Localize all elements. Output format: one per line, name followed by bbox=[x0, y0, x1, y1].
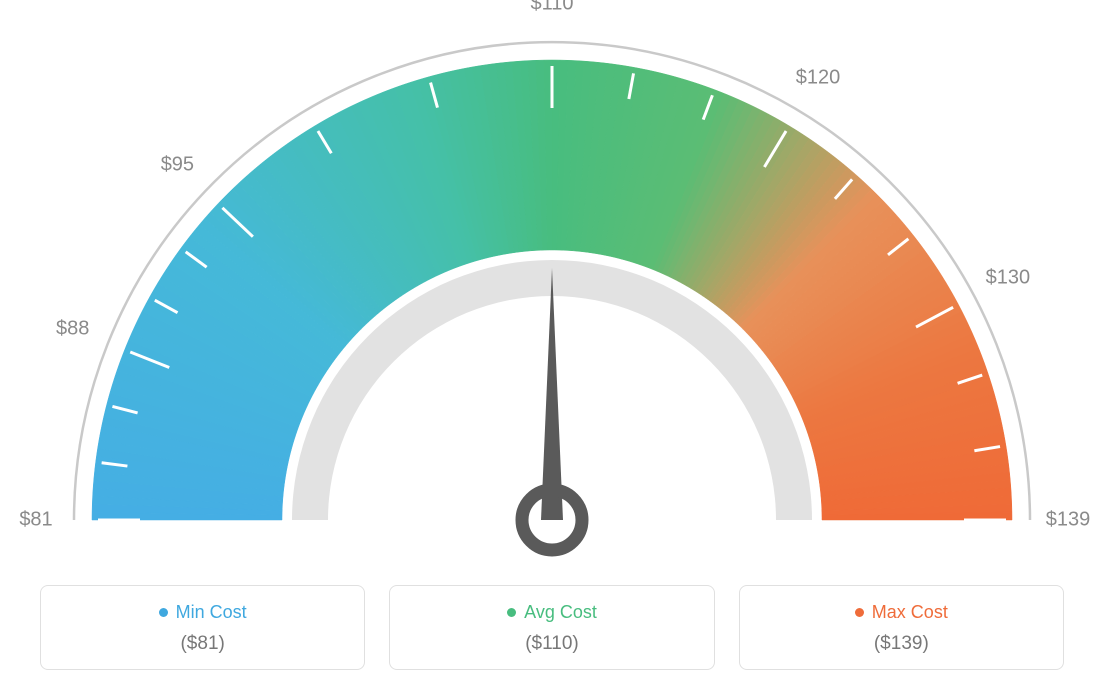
min-cost-value: ($81) bbox=[41, 633, 364, 655]
summary-cards: Min Cost ($81) Avg Cost ($110) Max Cost … bbox=[0, 585, 1104, 670]
avg-cost-title: Avg Cost bbox=[507, 602, 597, 623]
avg-cost-card: Avg Cost ($110) bbox=[389, 585, 714, 670]
gauge-chart: $81 $88 $95 $110 $120 $130 $139 bbox=[0, 0, 1104, 570]
gauge-tick-label: $81 bbox=[19, 509, 52, 532]
gauge-tick-label: $88 bbox=[56, 318, 89, 341]
max-cost-card: Max Cost ($139) bbox=[739, 585, 1064, 670]
avg-dot-icon bbox=[507, 608, 516, 617]
gauge-tick-label: $110 bbox=[530, 0, 573, 16]
min-cost-label: Min Cost bbox=[176, 602, 247, 623]
gauge-tick-label: $95 bbox=[161, 154, 194, 177]
min-cost-card: Min Cost ($81) bbox=[40, 585, 365, 670]
max-cost-value: ($139) bbox=[740, 633, 1063, 655]
avg-cost-value: ($110) bbox=[390, 633, 713, 655]
gauge-tick-label: $120 bbox=[796, 66, 841, 89]
gauge-tick-label: $139 bbox=[1046, 509, 1091, 532]
max-cost-label: Max Cost bbox=[872, 602, 948, 623]
avg-cost-label: Avg Cost bbox=[524, 602, 597, 623]
gauge-tick-label: $130 bbox=[986, 267, 1031, 290]
max-dot-icon bbox=[855, 608, 864, 617]
gauge-svg bbox=[0, 0, 1104, 570]
min-dot-icon bbox=[159, 608, 168, 617]
max-cost-title: Max Cost bbox=[855, 602, 948, 623]
min-cost-title: Min Cost bbox=[159, 602, 247, 623]
